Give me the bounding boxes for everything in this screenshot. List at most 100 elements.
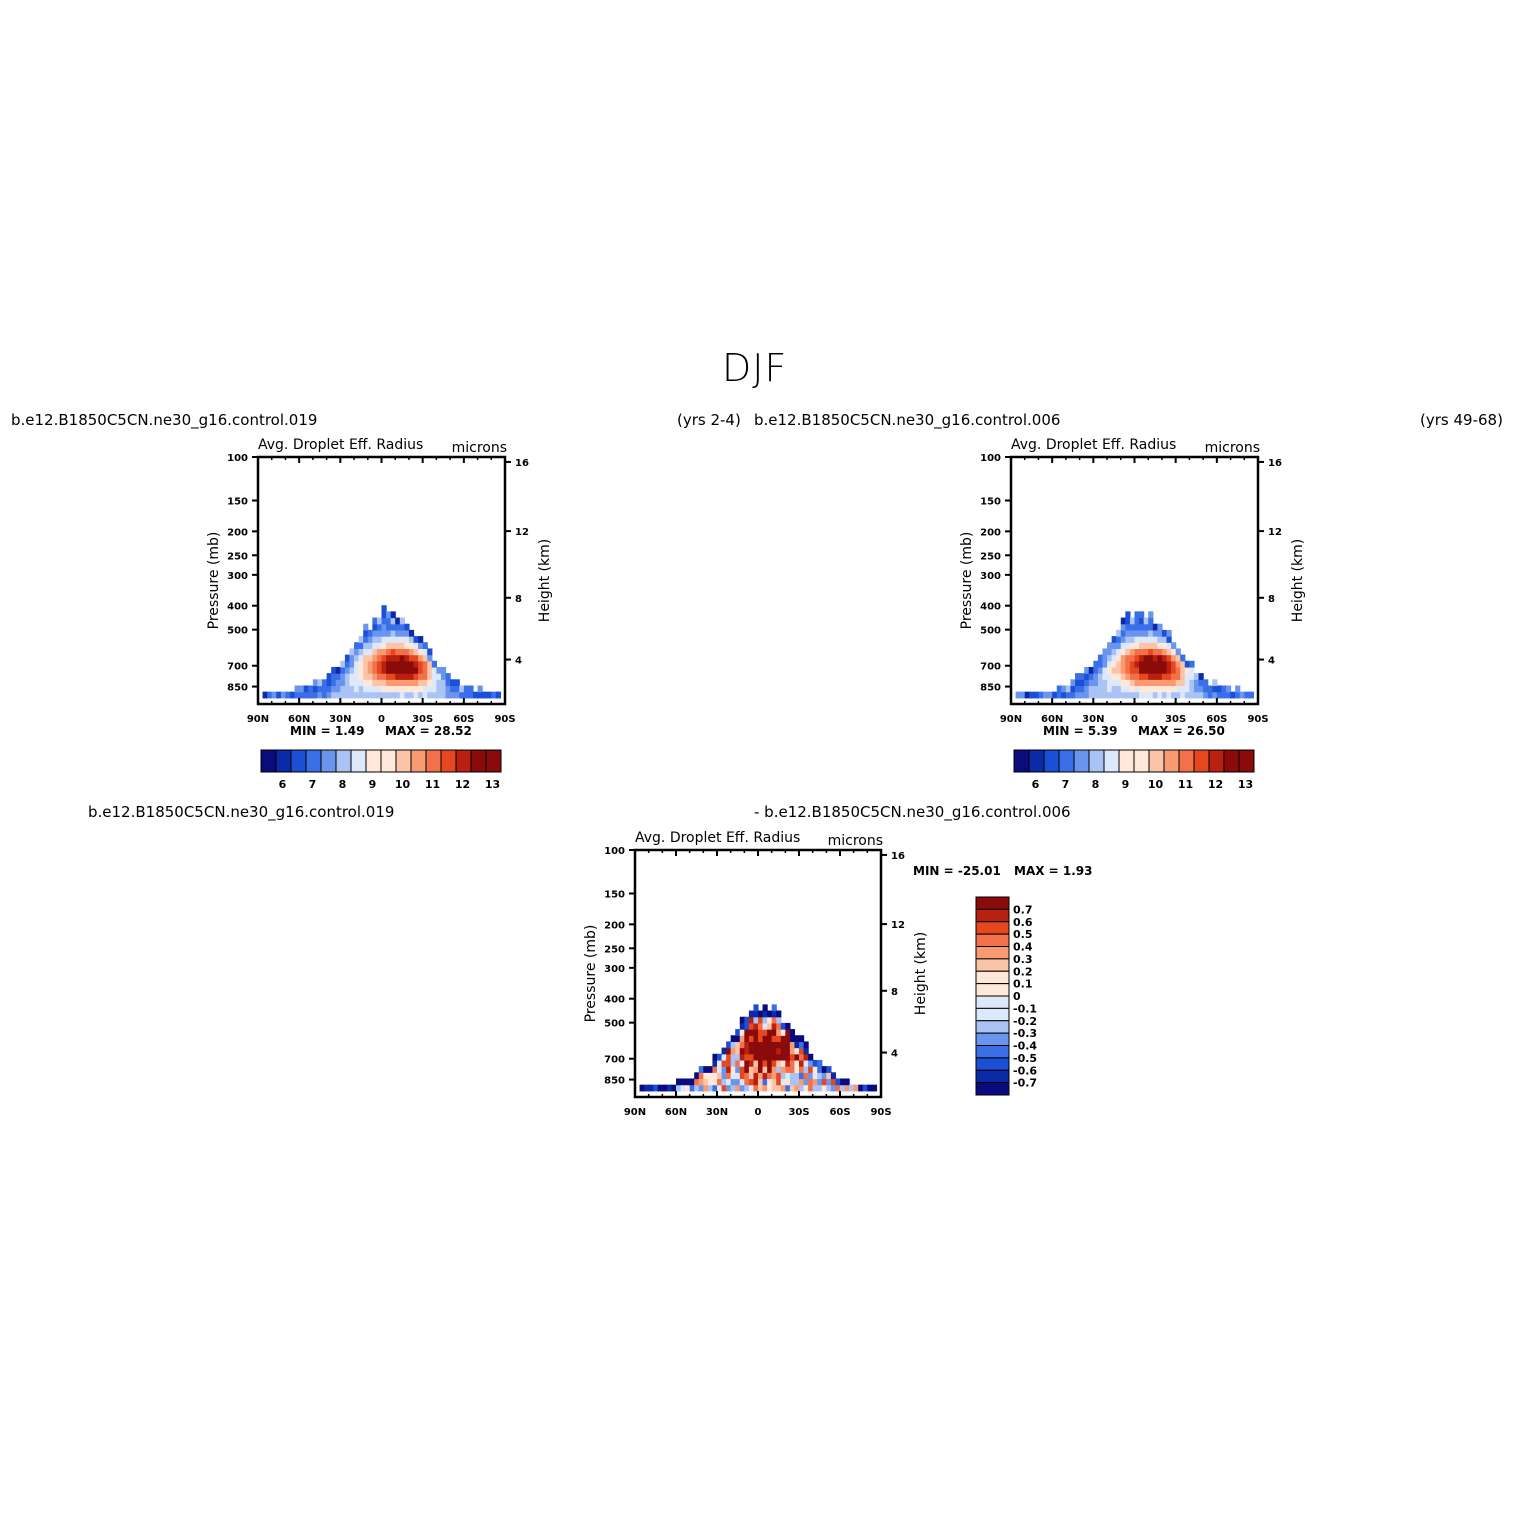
colorbar-box bbox=[975, 995, 1010, 1009]
y-tick-label: 500 bbox=[227, 626, 248, 637]
x-tick-label: 90S bbox=[870, 1107, 891, 1118]
y2-tick-label: 8 bbox=[515, 594, 522, 605]
colorbar-tick-label: -0.3 bbox=[1013, 1027, 1037, 1040]
y-tick-label: 150 bbox=[604, 889, 625, 900]
colorbar-tick-label: 0.5 bbox=[1013, 928, 1033, 941]
x-tick-label: 30N bbox=[329, 714, 351, 725]
x-tick-label: 60N bbox=[665, 1107, 687, 1118]
x-tick-label: 30N bbox=[1082, 714, 1104, 725]
colorbar-box bbox=[335, 749, 352, 773]
colorbar-box bbox=[975, 921, 1010, 935]
colorbar-tick-label: 10 bbox=[395, 778, 411, 790]
chart-svg: Avg. Droplet Eff. Radius microns100150200… bbox=[206, 437, 553, 790]
y2-axis-label: Height (km) bbox=[537, 539, 553, 622]
colorbar-box bbox=[975, 970, 1010, 985]
y-tick-label: 500 bbox=[604, 1019, 625, 1030]
y-axis-label: Pressure (mb) bbox=[583, 925, 599, 1023]
colorbar-tick-label: 8 bbox=[1092, 778, 1100, 790]
y2-tick-label: 16 bbox=[515, 458, 529, 469]
colorbar-box bbox=[1208, 749, 1225, 773]
min-value: MIN = 1.49 bbox=[290, 724, 364, 738]
colorbar-box bbox=[975, 896, 1010, 910]
colorbar-box bbox=[305, 749, 322, 773]
min-value: MIN = -25.01 bbox=[913, 864, 1001, 878]
max-value: MAX = 28.52 bbox=[385, 724, 472, 738]
panel-diff-case-a: b.e12.B1850C5CN.ne30_g16.control.019 bbox=[88, 803, 395, 821]
colorbar-box bbox=[1118, 749, 1135, 773]
colorbar-box bbox=[1148, 749, 1165, 773]
colorbar-tick-label: 11 bbox=[425, 778, 440, 790]
colorbar-box bbox=[1088, 749, 1105, 773]
colorbar-box bbox=[1178, 749, 1195, 773]
colorbar-tick-label: 0.4 bbox=[1013, 941, 1033, 954]
x-tick-label: 30S bbox=[1165, 714, 1186, 725]
panel-b-case-name: b.e12.B1850C5CN.ne30_g16.control.006 bbox=[754, 411, 1061, 429]
y-tick-label: 700 bbox=[980, 662, 1001, 673]
x-tick-label: 0 bbox=[755, 1107, 762, 1118]
colorbar-tick-label: 6 bbox=[279, 778, 287, 790]
colorbar-tick-label: 9 bbox=[369, 778, 377, 790]
colorbar-tick-label: -0.7 bbox=[1013, 1077, 1037, 1090]
colorbar-tick-label: 7 bbox=[309, 778, 317, 790]
colorbar-box bbox=[260, 749, 277, 773]
y-tick-label: 850 bbox=[604, 1076, 625, 1087]
colorbar-tick-label: 10 bbox=[1148, 778, 1164, 790]
y-tick-label: 250 bbox=[227, 551, 248, 562]
units-label: microns bbox=[1205, 440, 1260, 456]
x-tick-label: 90N bbox=[1000, 714, 1022, 725]
colorbar-box bbox=[975, 983, 1010, 997]
colorbar-box bbox=[1058, 749, 1075, 773]
colorbar-box bbox=[350, 749, 367, 773]
colorbar-tick-label: 0.1 bbox=[1013, 978, 1033, 991]
colorbar-tick-label: 0 bbox=[1013, 990, 1021, 1003]
colorbar-box bbox=[290, 749, 307, 773]
colorbar-box bbox=[975, 1020, 1010, 1034]
y-tick-label: 700 bbox=[227, 662, 248, 673]
chart-title: Avg. Droplet Eff. Radius bbox=[1011, 437, 1176, 453]
colorbar-box bbox=[1073, 749, 1090, 773]
chart-title: Avg. Droplet Eff. Radius bbox=[258, 437, 423, 453]
field-cells bbox=[639, 1004, 878, 1092]
y2-tick-label: 12 bbox=[891, 920, 905, 931]
x-tick-label: 60S bbox=[829, 1107, 850, 1118]
units-label: microns bbox=[828, 833, 883, 849]
field-cells bbox=[1015, 611, 1255, 699]
min-value: MIN = 5.39 bbox=[1043, 724, 1117, 738]
figure-title: DJF bbox=[722, 346, 788, 390]
panel-diff-case-b: - b.e12.B1850C5CN.ne30_g16.control.006 bbox=[754, 803, 1071, 821]
x-tick-label: 90N bbox=[247, 714, 269, 725]
y-axis-label: Pressure (mb) bbox=[959, 532, 975, 630]
y-tick-label: 100 bbox=[980, 453, 1001, 464]
colorbar-tick-label: 13 bbox=[1238, 778, 1253, 790]
y-tick-label: 850 bbox=[227, 683, 248, 694]
max-value: MAX = 26.50 bbox=[1138, 724, 1225, 738]
y-tick-label: 700 bbox=[604, 1055, 625, 1066]
colorbar-box bbox=[365, 749, 382, 773]
x-tick-label: 30N bbox=[706, 1107, 728, 1118]
colorbar-box bbox=[975, 1007, 1010, 1022]
colorbar-tick-label: 0.6 bbox=[1013, 916, 1033, 929]
colorbar-box bbox=[975, 1045, 1010, 1059]
colorbar-box bbox=[1133, 749, 1150, 773]
y-tick-label: 100 bbox=[604, 846, 625, 857]
y-tick-label: 150 bbox=[227, 496, 248, 507]
x-tick-label: 90S bbox=[1247, 714, 1268, 725]
chart-svg: Avg. Droplet Eff. Radius microns100150200… bbox=[959, 437, 1306, 790]
colorbar-box bbox=[410, 749, 427, 773]
y2-tick-label: 4 bbox=[515, 656, 522, 667]
y-tick-label: 850 bbox=[980, 683, 1001, 694]
colorbar-box bbox=[395, 749, 412, 773]
colorbar-tick-label: -0.6 bbox=[1013, 1064, 1037, 1077]
colorbar-tick-label: -0.2 bbox=[1013, 1015, 1037, 1028]
x-tick-label: 30S bbox=[788, 1107, 809, 1118]
x-tick-label: 60N bbox=[1041, 714, 1063, 725]
y2-axis-label: Height (km) bbox=[913, 932, 929, 1015]
y2-tick-label: 4 bbox=[1268, 656, 1275, 667]
colorbar-box bbox=[1043, 749, 1060, 773]
y2-tick-label: 12 bbox=[1268, 527, 1282, 538]
colorbar-tick-label: -0.4 bbox=[1013, 1040, 1037, 1053]
y-tick-label: 250 bbox=[980, 551, 1001, 562]
colorbar-box bbox=[975, 1032, 1010, 1046]
x-tick-label: 60N bbox=[288, 714, 310, 725]
colorbar-tick-label: 8 bbox=[339, 778, 347, 790]
